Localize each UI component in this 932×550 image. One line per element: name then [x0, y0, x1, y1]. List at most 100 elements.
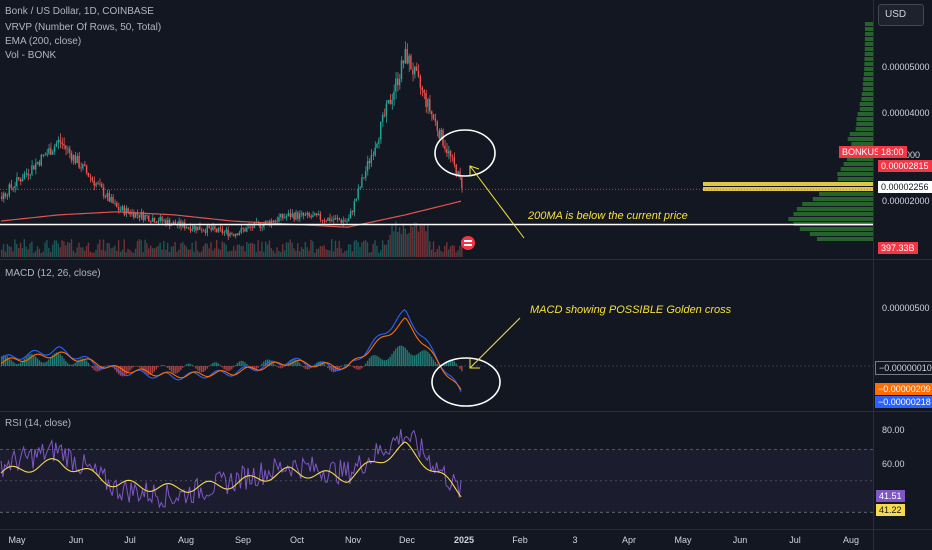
time-label-jun: Jun	[68, 535, 84, 545]
candle-wick-33	[63, 137, 65, 150]
candle-body-226	[427, 99, 429, 107]
symbol-legend[interactable]: Bonk / US Dollar, 1D, COINBASE	[5, 6, 154, 17]
macd-hist-bar-14	[27, 354, 29, 366]
candle-body-153	[289, 212, 291, 217]
ema-legend[interactable]: EMA (200, close)	[5, 36, 82, 47]
macd-hist-bar-111	[210, 364, 212, 366]
candle-body-193	[364, 170, 367, 178]
macd-hist-bar-230	[434, 361, 437, 366]
volume-legend[interactable]: Vol - BONK	[5, 50, 57, 61]
volume-bar-137	[259, 251, 261, 257]
volume-bar-39	[74, 252, 76, 257]
candle-body-151	[285, 216, 288, 218]
candle-wick-183	[346, 218, 348, 224]
candle-wick-161	[305, 212, 306, 217]
volume-bar-215	[406, 234, 408, 257]
volume-bar-210	[397, 231, 399, 257]
candle-body-243	[459, 171, 461, 178]
macd-hist-bar-214	[404, 347, 406, 366]
macd-line	[0, 308, 462, 393]
volume-bar-15	[29, 243, 31, 257]
volume-bar-42	[80, 247, 82, 257]
candle-body-32	[61, 142, 63, 144]
volume-bar-191	[361, 242, 363, 257]
macd-hist-bar-37	[70, 364, 73, 366]
macd-hist-bar-16	[31, 353, 33, 366]
rsi-title[interactable]: RSI (14, close)	[5, 418, 72, 429]
volume-bar-27	[51, 244, 54, 257]
macd-hist-bar-17	[33, 354, 35, 366]
volume-bar-1	[2, 243, 5, 257]
volume-bar-112	[212, 250, 214, 257]
volume-bar-6	[12, 251, 14, 257]
candle-body-158	[298, 213, 301, 219]
macd-hist-bar-55	[104, 366, 107, 367]
macd-hist-bar-213	[402, 346, 405, 366]
volume-bar-145	[274, 252, 276, 257]
macd-hist-bar-85	[161, 364, 163, 366]
candle-wick-167	[316, 213, 318, 218]
symbol-price-tag: BONKUSD	[839, 146, 890, 158]
volume-bar-99	[187, 249, 190, 257]
volume-bar-68	[129, 249, 131, 257]
candle-body-207	[391, 99, 393, 104]
candle-body-192	[363, 177, 365, 179]
candle-wick-131	[248, 222, 250, 230]
candle-body-157	[297, 212, 299, 219]
macd-hist-bar-238	[449, 359, 452, 366]
vrvp-legend[interactable]: VRVP (Number Of Rows, 50, Total)	[5, 22, 162, 33]
volume-bar-133	[251, 243, 254, 257]
candle-body-120	[227, 229, 229, 237]
time-label-oct: Oct	[289, 535, 305, 545]
volume-bar-60	[114, 245, 116, 257]
time-label-feb: Feb	[512, 535, 528, 545]
volume-bar-80	[151, 248, 154, 257]
volume-bar-169	[319, 246, 322, 257]
volume-bar-203	[383, 244, 386, 257]
volume-bar-100	[189, 249, 191, 257]
candle-body-179	[338, 218, 340, 220]
candle-wick-175	[331, 216, 333, 223]
panel-divider-2	[0, 411, 932, 412]
candle-body-213	[402, 60, 405, 64]
volume-bar-158	[298, 251, 301, 257]
macd-hist-bar-140	[265, 360, 267, 366]
candle-body-138	[261, 227, 263, 228]
macd-hist-bar-191	[361, 366, 363, 369]
candle-wick-150	[284, 213, 286, 219]
volume-bar-126	[238, 244, 240, 257]
macd-hist-bar-215	[406, 349, 408, 366]
candle-body-113	[214, 226, 216, 230]
volume-bar-91	[172, 246, 174, 257]
candle-body-55	[104, 196, 107, 198]
macd-title[interactable]: MACD (12, 26, close)	[5, 268, 101, 279]
volume-bar-194	[366, 242, 369, 257]
currency-button[interactable]: USD	[878, 4, 924, 26]
candle-wick-101	[192, 225, 193, 232]
volume-bar-147	[278, 250, 280, 257]
candle-body-40	[76, 156, 78, 164]
time-label-2025: 2025	[453, 535, 475, 545]
candle-body-180	[340, 219, 342, 223]
candle-wick-23	[44, 152, 46, 155]
macd-hist-bar-57	[108, 365, 110, 366]
volume-bar-35	[67, 242, 69, 257]
volume-bar-230	[434, 252, 437, 257]
macd-hist-bar-158	[298, 362, 301, 366]
volume-bar-238	[449, 246, 452, 257]
candle-body-110	[208, 225, 210, 228]
volume-bar-84	[159, 242, 161, 257]
volume-bar-146	[276, 247, 278, 257]
macd-hist-bar-69	[131, 366, 133, 369]
volume-bar-62	[117, 240, 120, 257]
flag-icon[interactable]	[461, 236, 475, 250]
volume-bar-175	[331, 239, 333, 257]
macd-hist-bar-182	[344, 364, 346, 366]
time-label-dec: Dec	[398, 535, 416, 545]
candle-body-126	[238, 232, 240, 236]
candle-body-131	[248, 226, 250, 228]
candle-body-154	[291, 213, 293, 217]
candle-body-238	[449, 151, 452, 157]
macd-hist-bar-179	[338, 366, 340, 370]
